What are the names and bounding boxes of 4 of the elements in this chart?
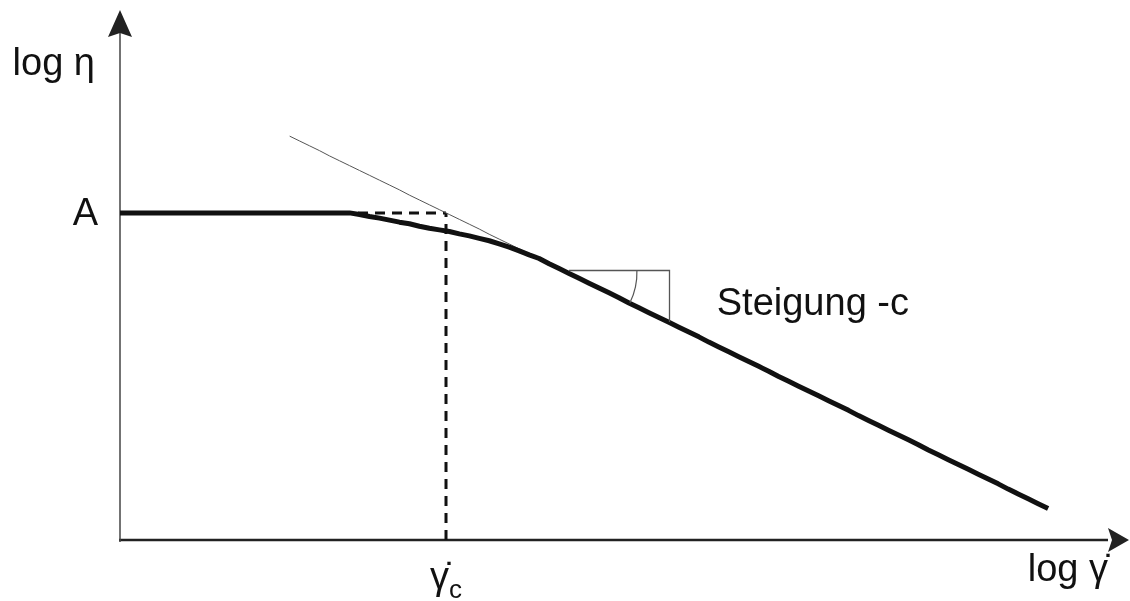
y-axis-title: log η — [12, 41, 95, 83]
x-axis-title: log γ̇ — [1027, 547, 1110, 589]
annotation: Steigung -c — [716, 280, 909, 323]
ref-line-label: A — [72, 190, 99, 233]
